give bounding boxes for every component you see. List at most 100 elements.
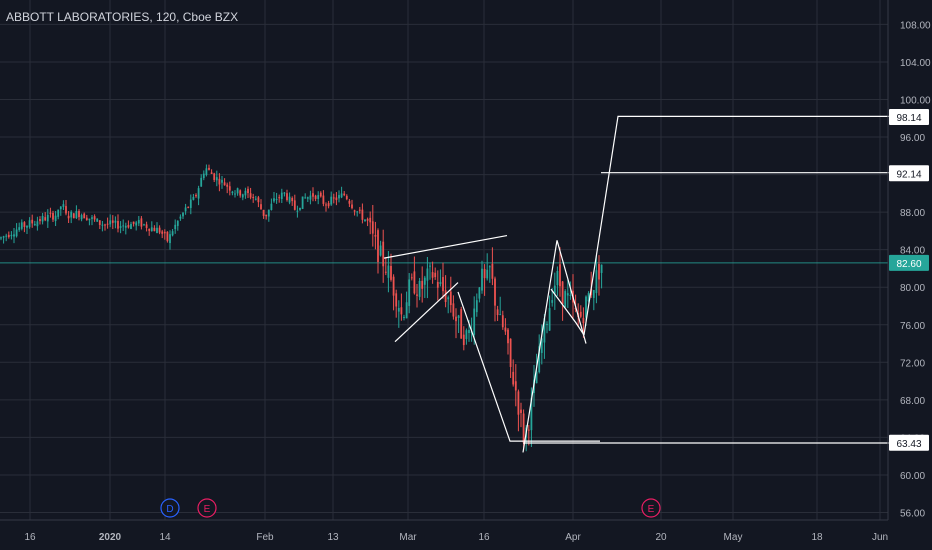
- candle-body: [499, 314, 502, 316]
- candle-body: [579, 311, 582, 317]
- candle-body: [239, 190, 242, 196]
- candle-body: [439, 281, 442, 285]
- candle-body: [59, 206, 62, 210]
- candle-body: [187, 206, 190, 208]
- candle-body: [67, 215, 70, 219]
- candle-body: [10, 234, 13, 237]
- candle-body: [145, 224, 148, 228]
- candle-body: [540, 338, 543, 353]
- candle-body: [265, 214, 268, 217]
- candle-body: [257, 197, 260, 203]
- candle-body: [319, 192, 322, 197]
- candle-body: [260, 204, 262, 210]
- candle-body: [236, 188, 239, 194]
- candle-body: [465, 330, 468, 339]
- y-tick-label: 104.00: [900, 58, 931, 69]
- trend-line[interactable]: [383, 235, 508, 259]
- candle-body: [582, 317, 585, 324]
- candle-body: [208, 167, 210, 170]
- candle-body: [374, 234, 377, 237]
- candle-body: [569, 294, 572, 296]
- trend-line[interactable]: [583, 115, 889, 336]
- candle-body: [23, 222, 26, 227]
- candle-body: [332, 197, 335, 199]
- candle-body: [106, 223, 109, 225]
- candle-body: [52, 213, 54, 220]
- candle-body: [405, 302, 408, 319]
- candle-body: [395, 293, 398, 307]
- trend-drawings[interactable]: [383, 115, 889, 453]
- candle-body: [481, 268, 483, 291]
- candle-body: [286, 193, 288, 201]
- price-label-text: 63.43: [896, 439, 921, 450]
- candle-body: [561, 281, 564, 304]
- earnings-marker[interactable]: [641, 498, 661, 518]
- candle-body: [330, 196, 333, 205]
- candle-body: [478, 287, 481, 299]
- candle-body: [228, 186, 231, 191]
- candle-body: [174, 224, 177, 230]
- candle-body: [241, 194, 244, 198]
- candle-body: [104, 224, 106, 226]
- candle-body: [273, 198, 275, 202]
- candle-body: [72, 213, 75, 219]
- candle-body: [184, 207, 187, 212]
- candle-body: [553, 285, 556, 294]
- candle-body: [473, 308, 476, 335]
- candle-body: [221, 179, 223, 183]
- x-tick-label: May: [724, 532, 743, 543]
- trend-line[interactable]: [457, 291, 600, 442]
- candle-body: [153, 227, 156, 232]
- trend-line[interactable]: [394, 282, 459, 343]
- candle-body: [535, 371, 538, 384]
- candle-body: [226, 184, 229, 187]
- candle-body: [595, 270, 598, 294]
- candle-body: [247, 188, 249, 194]
- x-tick-label: Mar: [399, 532, 417, 543]
- candle-body: [598, 263, 600, 280]
- candle-body: [202, 173, 205, 179]
- candle-body: [356, 211, 359, 213]
- candle-body: [491, 263, 494, 279]
- candle-body: [416, 294, 418, 296]
- x-tick-label: 16: [478, 532, 490, 543]
- candle-body: [343, 193, 346, 196]
- candle-body: [520, 409, 522, 413]
- candle-body: [353, 210, 356, 212]
- y-tick-label: 60.00: [900, 471, 925, 482]
- candle-body: [270, 203, 273, 210]
- candle-body: [426, 268, 429, 281]
- candle-body: [429, 265, 431, 267]
- price-labels: 98.14 92.14 82.60 63.43: [889, 108, 929, 451]
- candle-body: [223, 182, 226, 186]
- candle-body: [267, 209, 270, 217]
- dividend-marker[interactable]: [160, 498, 180, 518]
- chart-title: ABBOTT LABORATORIES, 120, Cboe BZX: [6, 10, 239, 24]
- candle-body: [41, 215, 44, 222]
- candle-body: [379, 245, 382, 256]
- candle-body: [312, 193, 314, 197]
- candle-body: [179, 216, 182, 219]
- candle-body: [447, 297, 450, 300]
- candle-body: [122, 225, 125, 227]
- candle-body: [166, 231, 169, 242]
- candles: [0, 164, 603, 452]
- x-tick-label: Feb: [256, 532, 274, 543]
- earnings-marker[interactable]: [197, 498, 217, 518]
- candle-body: [517, 391, 520, 415]
- candle-body: [80, 215, 83, 220]
- candle-body: [507, 329, 509, 344]
- trend-line[interactable]: [550, 288, 585, 336]
- trend-line[interactable]: [522, 240, 587, 453]
- candle-body: [527, 429, 530, 431]
- candle-body: [501, 315, 504, 328]
- candle-body: [111, 220, 114, 223]
- candle-body: [366, 218, 369, 221]
- candle-body: [18, 227, 21, 230]
- time-axis[interactable]: 16 2020 14 Feb 13 Mar 16 Apr 20 May 18 Jun: [24, 532, 888, 543]
- candle-body: [192, 196, 195, 200]
- y-tick-label: 68.00: [900, 396, 925, 407]
